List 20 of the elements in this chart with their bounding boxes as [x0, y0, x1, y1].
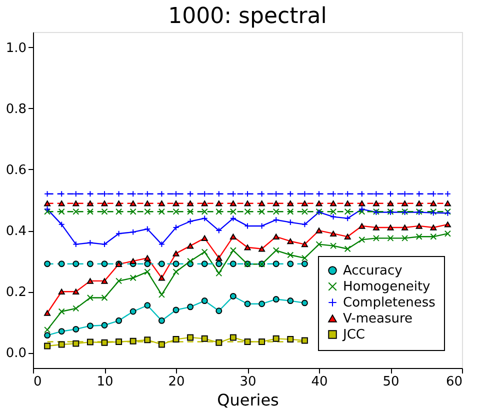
legend-label: JCC	[342, 328, 365, 342]
y-tick-label: 0.2	[6, 285, 26, 300]
x-tick-label: 60	[446, 374, 462, 390]
legend-label: Homogeneity	[343, 280, 431, 294]
legend-label: Accuracy	[343, 264, 403, 278]
x-tick-label: 10	[96, 374, 114, 390]
y-tick-label: 0.4	[6, 224, 26, 240]
x-tick-label: 20	[168, 374, 185, 390]
legend-label: Completeness	[343, 296, 436, 310]
y-tick-label: 0.0	[6, 346, 26, 362]
y-tick-label: 0.8	[6, 102, 26, 117]
x-axis-title: Queries	[217, 390, 279, 410]
y-tick-label: 0.6	[6, 162, 26, 178]
legend-label: V-measure	[343, 312, 413, 326]
chart-title: 1000: spectral	[168, 4, 327, 29]
y-tick-label: 1.0	[6, 40, 26, 56]
x-tick-label: 30	[240, 374, 256, 390]
x-tick-label: 0	[34, 374, 42, 390]
x-tick-label: 40	[311, 374, 328, 390]
x-tick-label: 50	[382, 374, 400, 390]
